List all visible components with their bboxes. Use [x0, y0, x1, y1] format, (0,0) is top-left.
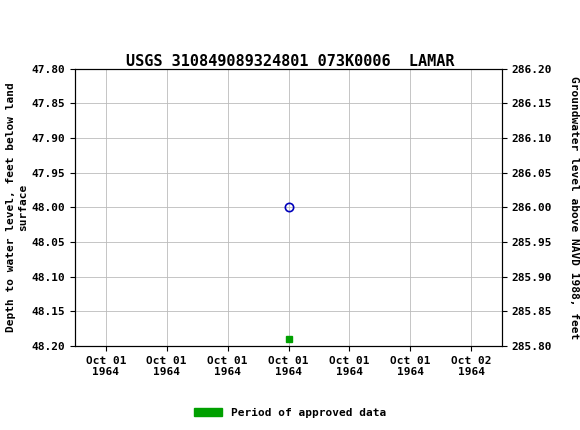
Text: USGS 310849089324801 073K0006  LAMAR: USGS 310849089324801 073K0006 LAMAR [126, 54, 454, 69]
Legend: Period of approved data: Period of approved data [190, 403, 390, 422]
Text: ≡: ≡ [9, 9, 30, 34]
Y-axis label: Depth to water level, feet below land
surface: Depth to water level, feet below land su… [6, 83, 28, 332]
Text: USGS: USGS [44, 12, 99, 31]
Y-axis label: Groundwater level above NAVD 1988, feet: Groundwater level above NAVD 1988, feet [568, 76, 579, 339]
